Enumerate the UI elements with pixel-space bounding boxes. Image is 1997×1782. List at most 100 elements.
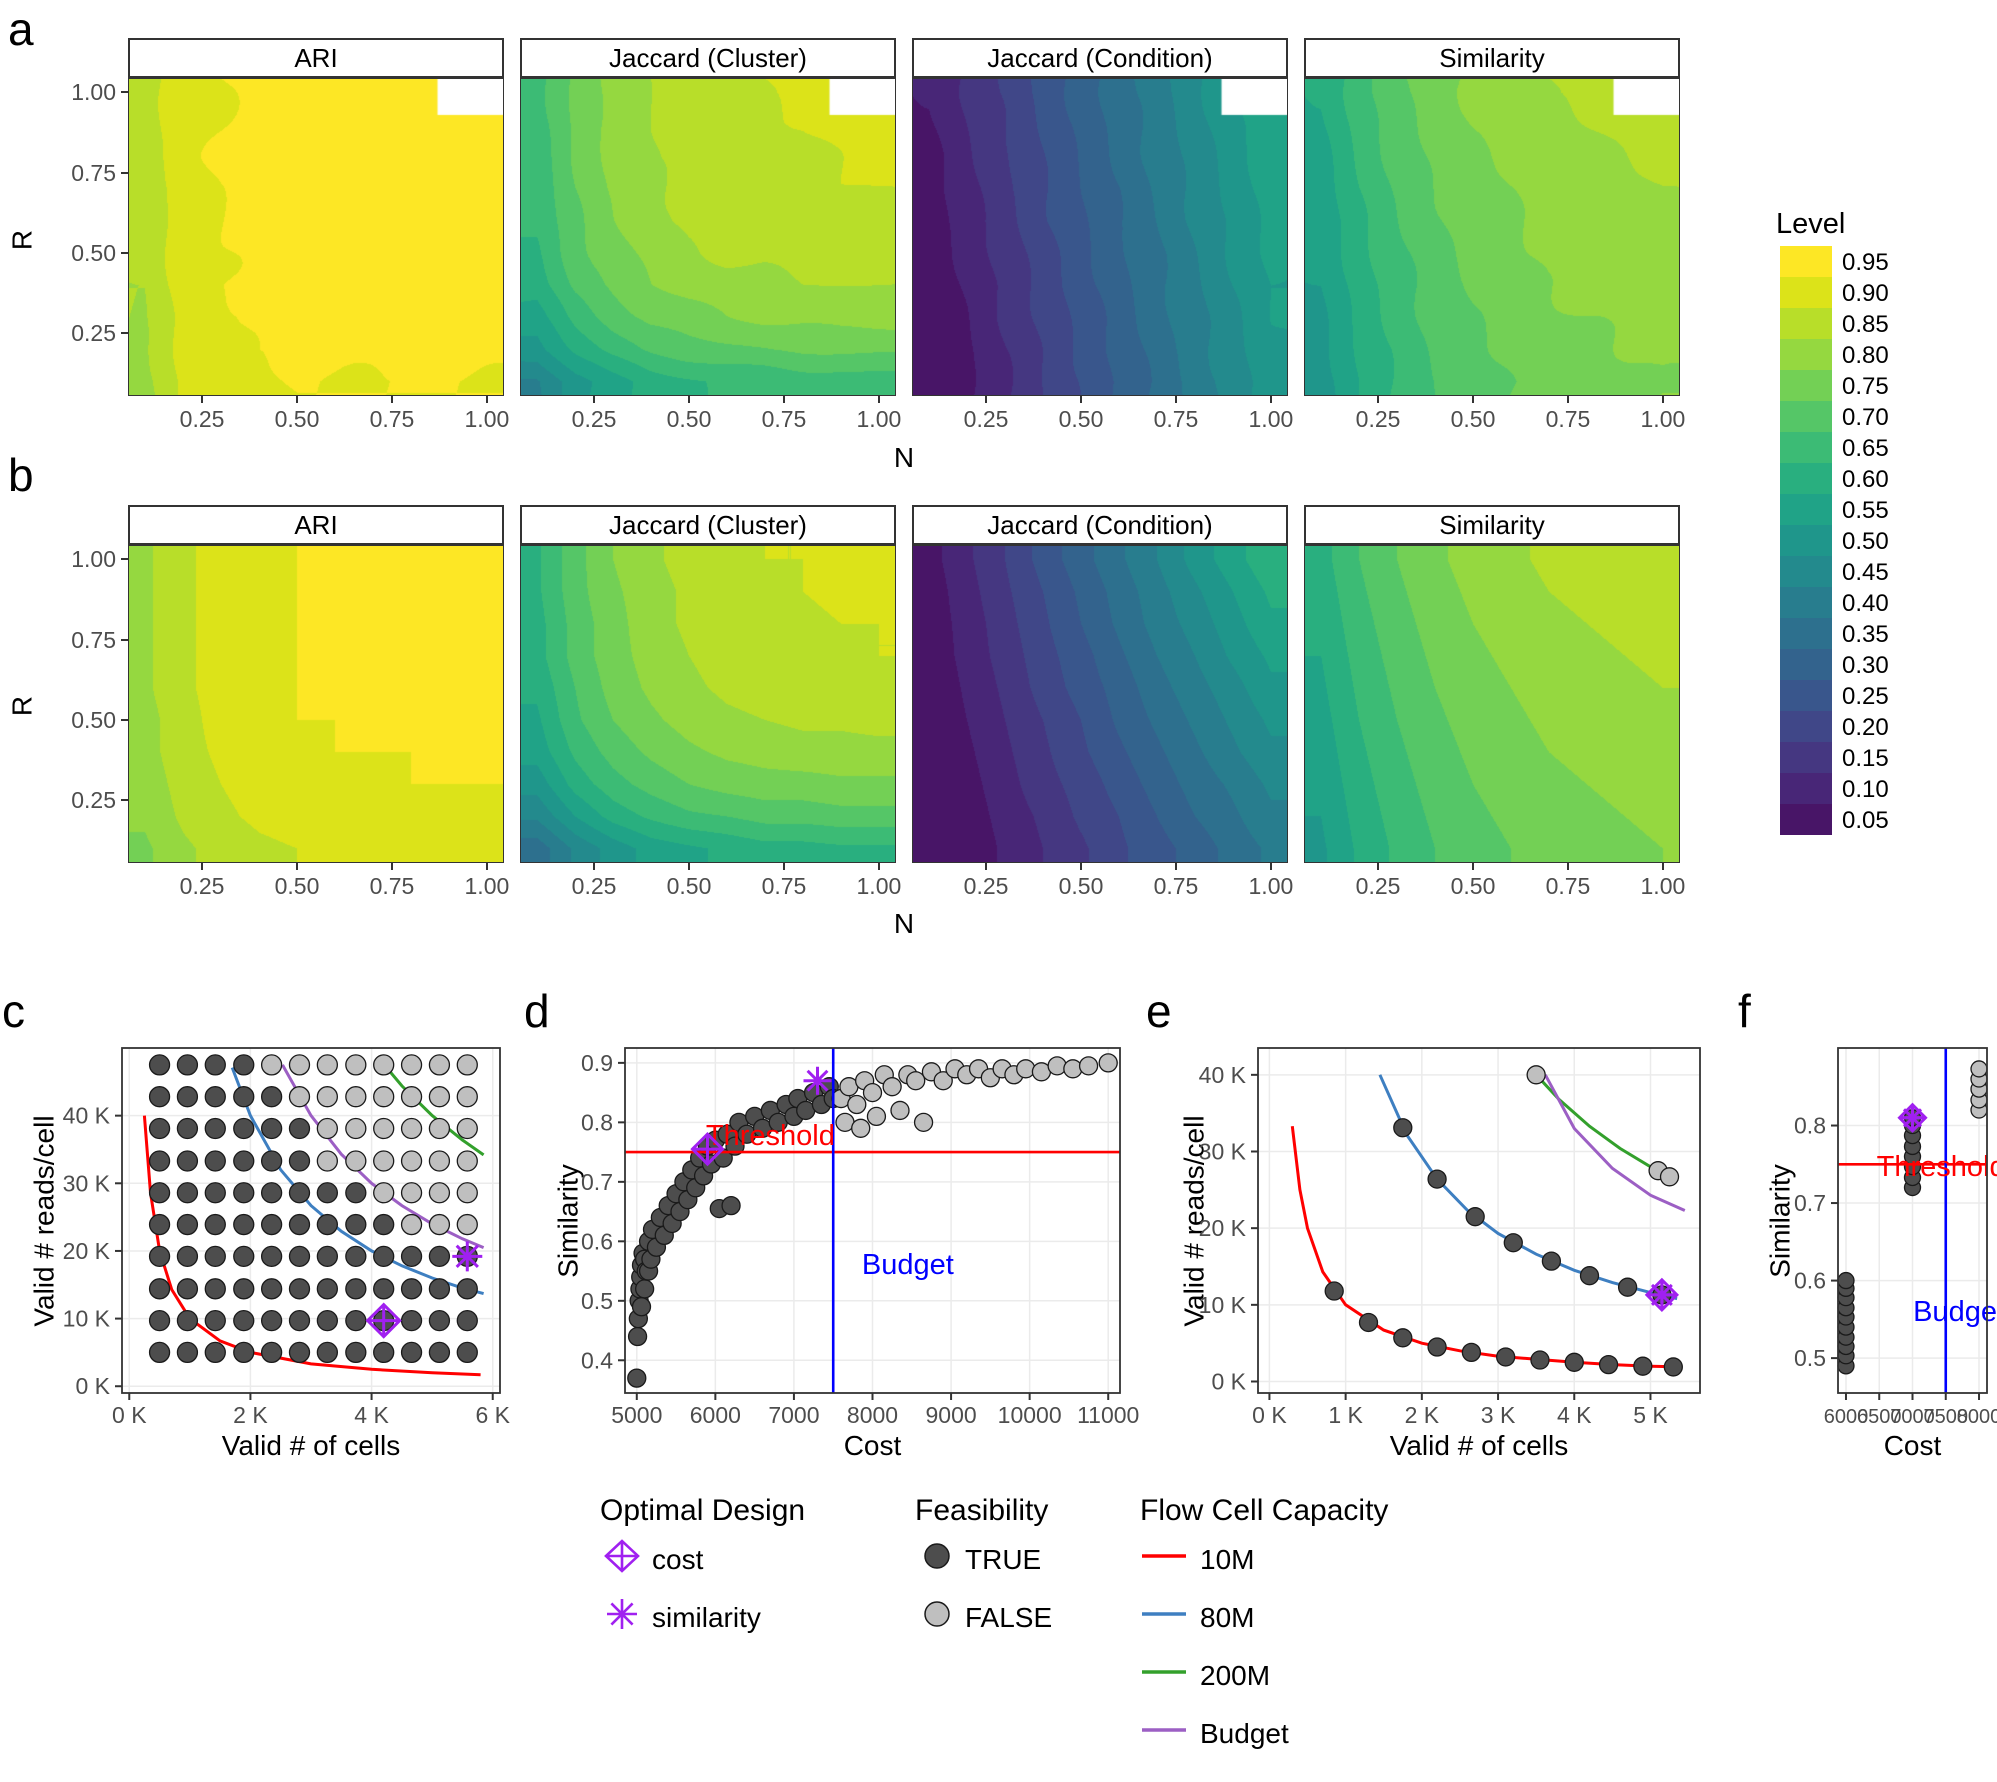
y-tick-label: 0 K [75,1373,110,1399]
contour-canvas-b-1 [520,545,896,863]
x-tick-label: 1 K [1328,1402,1363,1428]
y-tick-label: 30 K [63,1170,111,1196]
y-tick-label: 1.00 [71,546,116,573]
colorbar-segment [1780,370,1832,401]
legend-item-false: FALSE [965,1602,1053,1633]
x-axis-title-a: N [893,442,915,473]
panel-border [121,1047,501,1394]
data-point-feasible [233,1341,255,1364]
colorbar-segment [1780,556,1832,587]
colorbar-segment [1780,711,1832,742]
y-tick-label: 0.75 [71,626,116,653]
data-point-feasible [316,1213,339,1236]
data-point-feasible [233,1150,255,1172]
data-point-infeasible [428,1150,451,1172]
y-tick-label: 20 K [63,1238,111,1264]
data-point-infeasible [913,1112,934,1133]
data-point-feasible [373,1213,395,1236]
line-swatch-80m-icon-svg [1142,1612,1186,1616]
data-point-feasible [148,1150,171,1172]
data-point-feasible [260,1213,283,1236]
x-tick-label: 0.75 [369,406,415,432]
x-tick-mark [985,396,988,403]
line-swatch-200m-icon-svg [1142,1670,1186,1674]
data-point-feasible [204,1309,226,1332]
x-tick-mark [1174,863,1177,870]
data-point-feasible [373,1341,395,1364]
colorbar-segment [1780,804,1832,835]
x-tick-label: 5000 [611,1402,662,1428]
data-point-feasible [204,1213,226,1236]
strip-a-ari: ARI [128,38,504,78]
contour-canvas-a-2 [912,78,1288,396]
optimal-similarity-marker [452,1241,483,1272]
x-tick-label: 0.75 [1545,873,1591,899]
data-point-feasible [288,1213,311,1236]
colorbar-label: 0.80 [1842,342,1889,369]
data-point-feasible [428,1309,451,1332]
data-point-infeasible [373,1182,395,1204]
data-point-feasible [1633,1356,1653,1376]
data-point-infeasible [1016,1059,1036,1079]
x-tick-label: 5 K [1633,1402,1668,1428]
x-tick-mark [201,396,204,403]
data-point-feasible [260,1278,283,1300]
data-point-feasible [316,1245,339,1268]
colorbar-label: 0.45 [1842,559,1889,586]
data-point-feasible [204,1086,226,1108]
plot-area-d: Threshold Budget 5000 6000 7000 8000 9000 10000… [581,1047,1139,1428]
y-tick-label: 0.6 [1794,1268,1826,1294]
optimal-similarity-marker [1647,1280,1676,1309]
x-tick-mark [782,396,785,403]
x-tick-label: 11000 [1077,1402,1139,1428]
data-point-feasible [345,1245,367,1268]
y-tick-label: 0.5 [581,1288,613,1314]
data-point-feasible [176,1182,199,1204]
data-point-feasible [345,1341,367,1364]
strip-a-similarity: Similarity [1304,38,1680,78]
data-point-infeasible [890,1100,910,1121]
data-point-feasible [456,1309,478,1332]
x-tick-label: 0.75 [761,873,807,899]
optimal-similarity-marker [803,1066,832,1095]
data-point-feasible [288,1182,311,1204]
data-point-feasible [260,1182,283,1204]
x-tick-label: 0.25 [1355,873,1401,899]
x-tick-label: 1.00 [1640,873,1686,899]
y-tick-label: 0.50 [71,240,116,267]
y-tick-label: 30 K [1199,1139,1247,1165]
data-point-feasible [260,1341,283,1364]
strip-a-jaccard-condition: Jaccard (Condition) [912,38,1288,78]
contour-canvas-a-3 [1304,78,1680,396]
x-tick-mark [1080,396,1082,403]
data-point-feasible [260,1245,283,1268]
data-point-infeasible [1063,1059,1083,1079]
data-point-infeasible [847,1094,867,1115]
x-tick-label: 8000 [847,1402,898,1428]
x-tick-label: 9000 [925,1402,976,1428]
data-point-feasible [1358,1312,1379,1333]
data-point-feasible [204,1341,226,1364]
data-point-feasible [1427,1169,1447,1189]
colorbar-segment [1780,525,1832,556]
data-point-infeasible [428,1213,451,1236]
x-tick-mark [296,396,298,403]
data-point-feasible [204,1182,226,1204]
data-point-feasible [148,1341,171,1364]
x-tick-mark [390,863,393,870]
asterisk-icon [600,1594,648,1639]
x-tick-label: 8000 [1957,1406,1997,1428]
y-tick-mark [121,638,128,641]
data-point-infeasible [316,1150,339,1172]
x-tick-label: 0 K [112,1402,147,1428]
data-point-feasible [148,1054,171,1076]
legend-title-optimal-design: Optimal Design [600,1494,806,1527]
data-point-infeasible [373,1150,395,1172]
x-tick-mark [485,396,488,403]
diamond-plus-glyph [604,1539,640,1573]
scatter-panel-d: Threshold Budget 5000 6000 7000 8000 9000 10000… [581,1047,1139,1428]
legend-item-true: TRUE [965,1544,1042,1575]
y-tick-mark [121,799,128,802]
data-point-feasible [176,1278,199,1300]
